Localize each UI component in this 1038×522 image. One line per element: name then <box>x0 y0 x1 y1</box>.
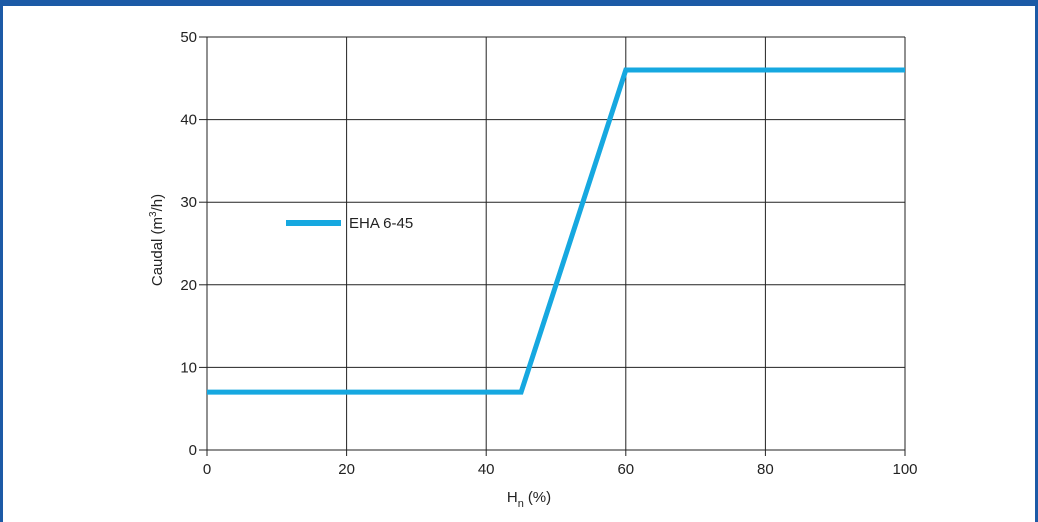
y-tick-label: 20 <box>180 277 197 294</box>
y-tick-label: 50 <box>180 29 197 46</box>
series-layer <box>207 67 905 395</box>
x-tick-label: 20 <box>338 461 355 478</box>
x-axis-label: Hn (%) <box>507 489 551 510</box>
x-tick-label: 80 <box>757 461 774 478</box>
y-axis-label: Caudal (m3/h) <box>148 194 166 286</box>
y-tick-label: 30 <box>180 194 197 211</box>
x-tick-label: 0 <box>203 461 211 478</box>
series-line <box>207 67 905 395</box>
y-tick-label: 10 <box>180 359 197 376</box>
legend: EHA 6-45 <box>286 215 413 232</box>
y-tick-labels: 0 10 20 30 40 50 <box>180 29 197 459</box>
x-tick-label: 60 <box>617 461 634 478</box>
x-tick-labels: 0 20 40 60 80 100 <box>203 461 918 478</box>
y-tick-label: 0 <box>189 442 197 459</box>
x-tick-label: 100 <box>892 461 917 478</box>
legend-label: EHA 6-45 <box>349 215 413 232</box>
grid <box>199 36 906 456</box>
y-tick-label: 40 <box>180 112 197 129</box>
x-tick-label: 40 <box>478 461 495 478</box>
